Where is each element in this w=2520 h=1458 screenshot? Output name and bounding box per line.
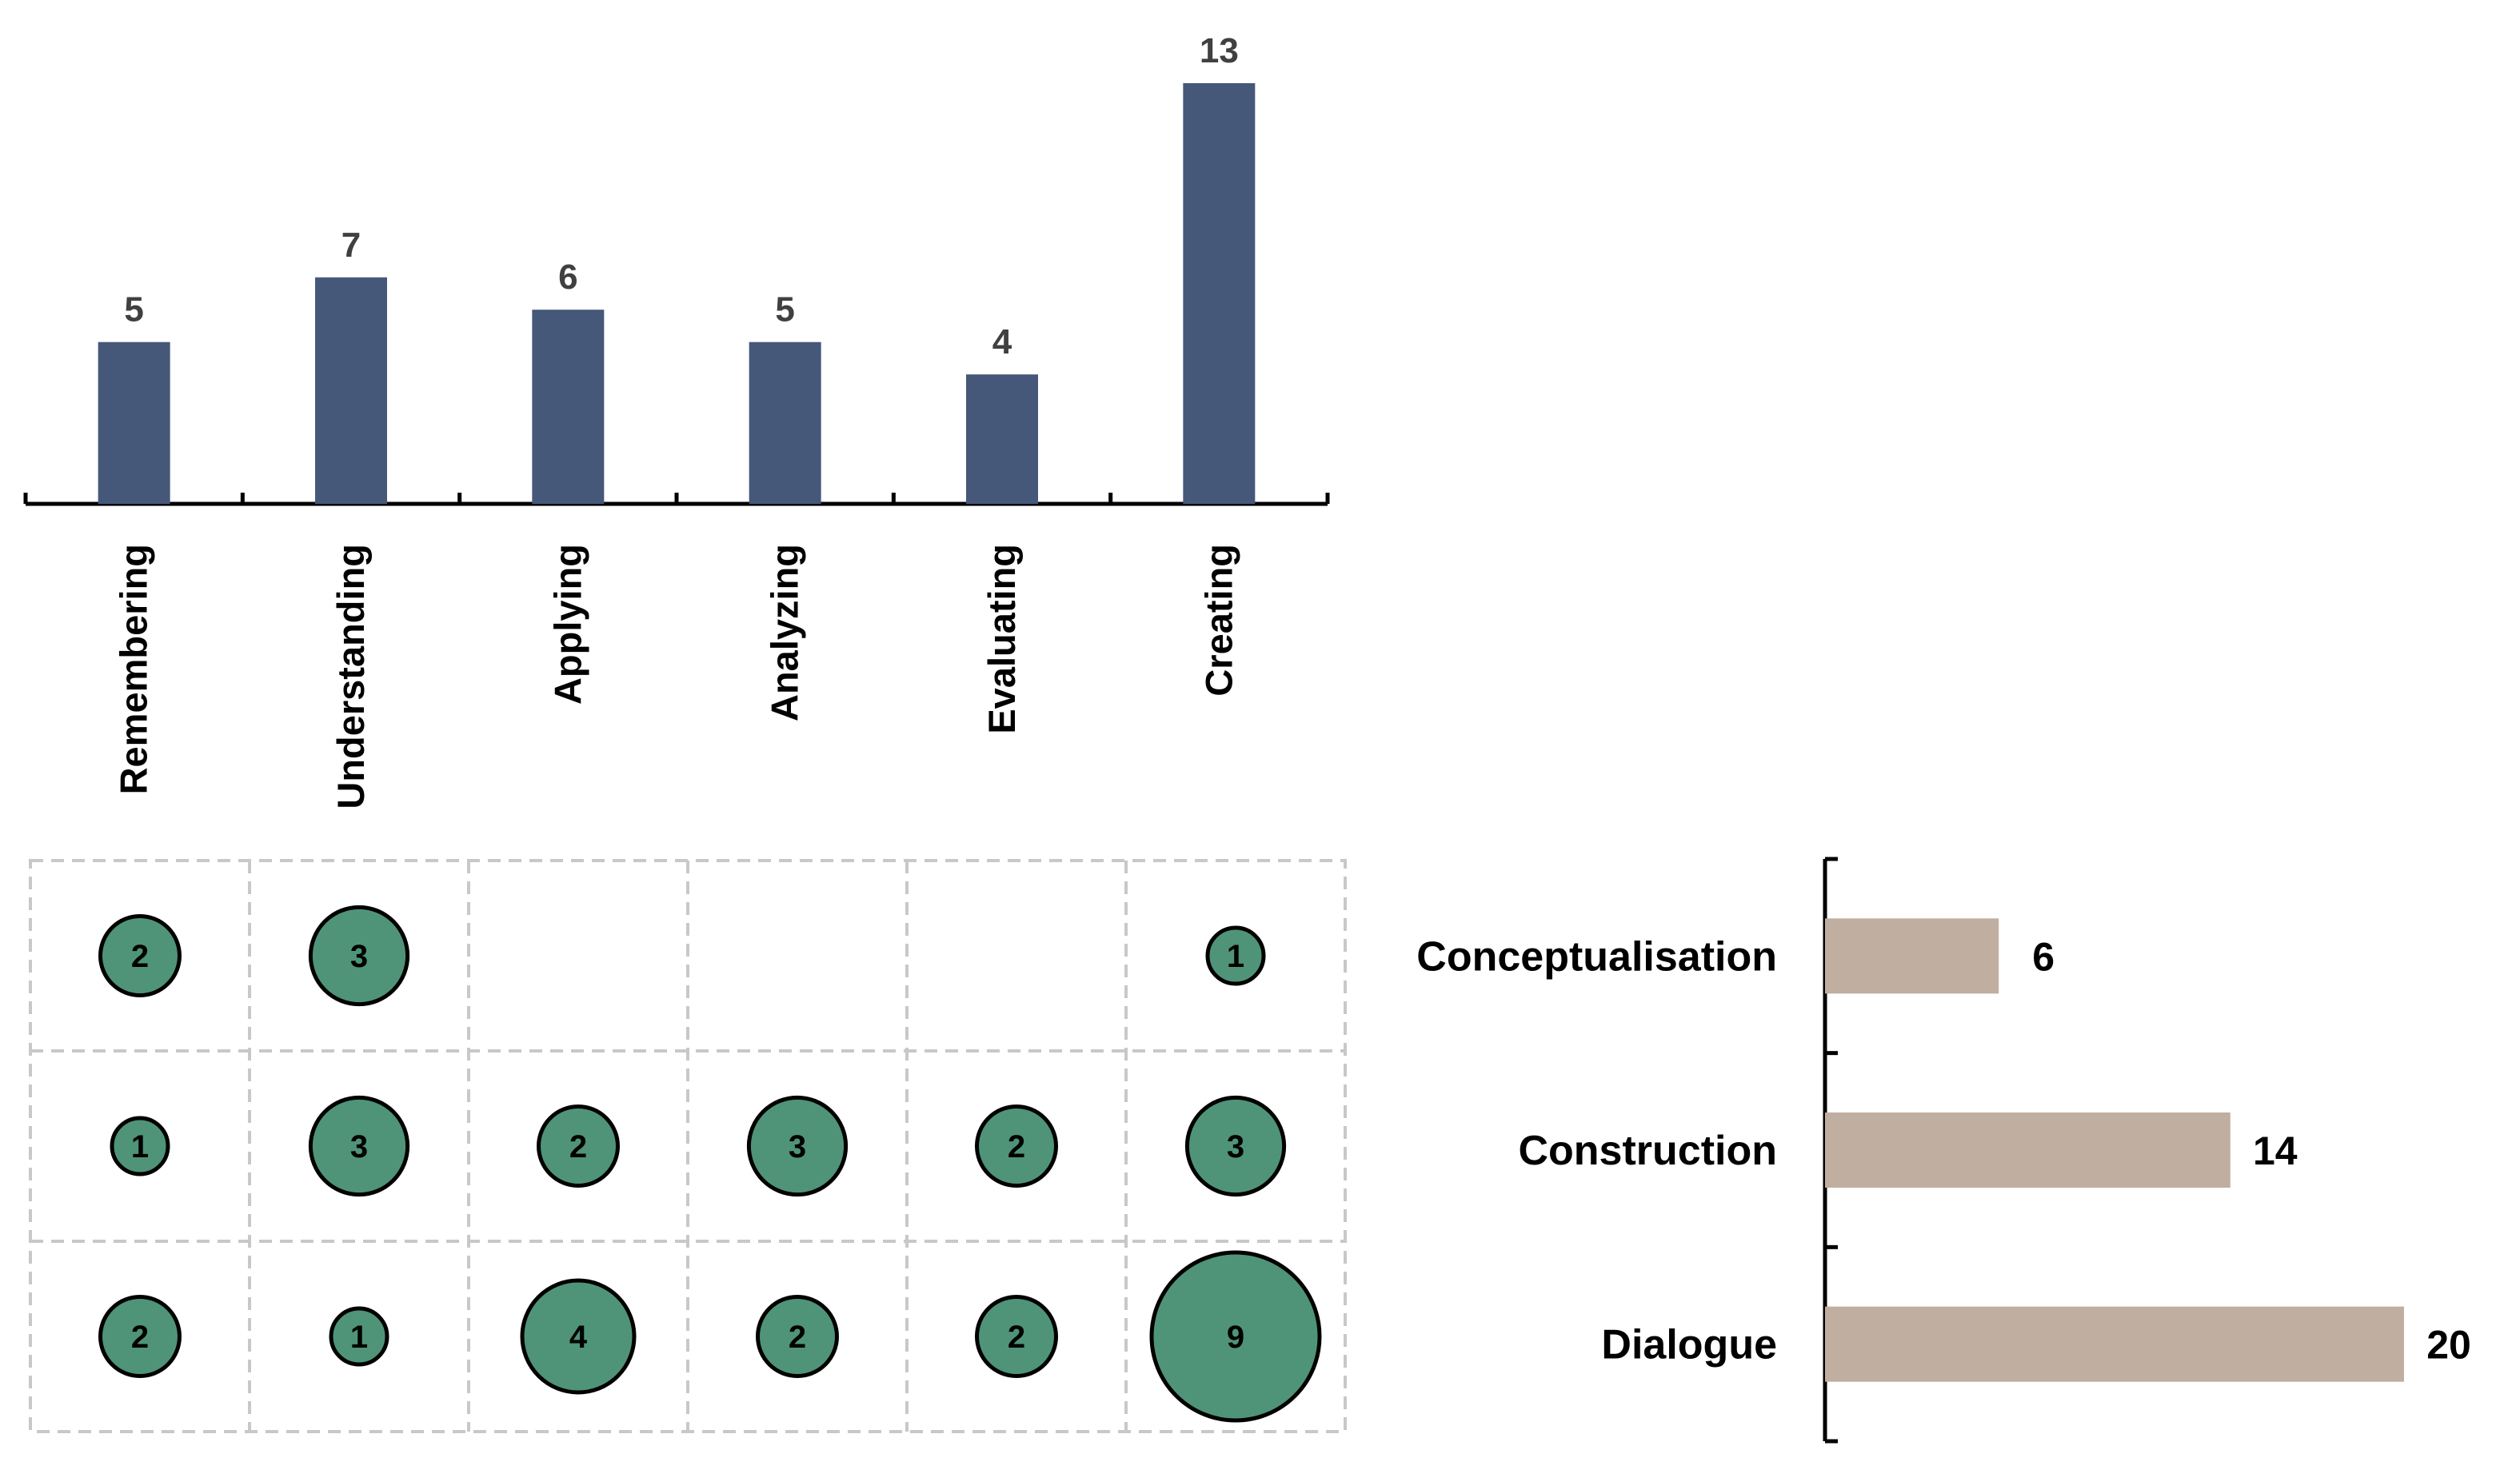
bubble [98, 914, 182, 997]
bubble-matrix-chart: 2 3 1 1 3 2 3 2 3 2 1 4 2 2 9 [29, 859, 1347, 1433]
bubble-value-label: 2 [789, 1320, 806, 1355]
bubble [746, 1095, 849, 1197]
x-tick-label: Evaluating [980, 544, 1023, 734]
bubble-value-label: 1 [1227, 939, 1244, 974]
bubble [308, 905, 410, 1007]
x-tick-label: Creating [1197, 544, 1240, 697]
hbar-conceptualisation [1825, 918, 1999, 994]
x-tick-label: Understanding [329, 544, 372, 809]
bubble [329, 1306, 389, 1367]
bar-evaluating [966, 374, 1038, 504]
bubble [756, 1295, 839, 1378]
bar-value-label: 6 [558, 258, 577, 297]
y-tick-label: Construction [1518, 1128, 1777, 1174]
y-tick-label: Conceptualisation [1416, 933, 1777, 980]
bubble [520, 1278, 637, 1395]
bubble-value-label: 9 [1227, 1320, 1244, 1355]
bubble-value-label: 3 [350, 939, 368, 974]
bubble-value-label: 4 [569, 1320, 588, 1355]
bar-value-label: 5 [775, 290, 794, 330]
y-tick-label: Dialogue [1601, 1322, 1777, 1368]
horizontal-bar-chart: 6 Conceptualisation 14 Construction 20 Dialog… [1416, 857, 2471, 1444]
bubble-value-label: 1 [131, 1129, 149, 1164]
bubble-value-label: 3 [350, 1129, 368, 1164]
hbar-dialogue [1825, 1306, 2404, 1382]
bubble [98, 1295, 182, 1378]
bubble [537, 1104, 620, 1188]
bubble-value-label: 1 [350, 1320, 368, 1355]
x-tick-label: Applying [546, 544, 589, 705]
bar-applying [532, 310, 605, 504]
bubble-value-label: 2 [1008, 1129, 1025, 1164]
bar-remembering [98, 342, 170, 504]
vertical-bar-chart: 5 Remembering 7 Understanding 6 Applying 5 Anal… [23, 31, 1330, 809]
bubble [1205, 925, 1266, 986]
bubble [975, 1104, 1058, 1188]
bubble-value-label: 2 [569, 1129, 587, 1164]
hbar-construction [1825, 1112, 2230, 1188]
bar-understanding [315, 277, 387, 504]
x-tick-label: Remembering [113, 544, 155, 794]
bubble [1149, 1250, 1322, 1423]
bar-creating [1183, 83, 1256, 504]
bubble [975, 1295, 1058, 1378]
hbar-value-label: 6 [2032, 934, 2055, 979]
bar-value-label: 7 [341, 226, 361, 265]
bubble [308, 1095, 410, 1197]
bubble [1184, 1095, 1287, 1197]
bubble-value-label: 3 [789, 1129, 806, 1164]
bar-value-label: 4 [992, 322, 1012, 362]
bar-value-label: 13 [1200, 31, 1239, 70]
bubble [110, 1116, 170, 1176]
bar-analyzing [749, 342, 821, 504]
x-tick-label: Analyzing [764, 544, 806, 721]
bubble-value-label: 2 [131, 1320, 149, 1355]
bar-value-label: 5 [124, 290, 143, 330]
bubble-value-label: 3 [1227, 1129, 1244, 1164]
hbar-value-label: 20 [2426, 1323, 2471, 1368]
hbar-value-label: 14 [2253, 1128, 2298, 1173]
bubble-value-label: 2 [1008, 1320, 1025, 1355]
bubble-value-label: 2 [131, 939, 149, 974]
